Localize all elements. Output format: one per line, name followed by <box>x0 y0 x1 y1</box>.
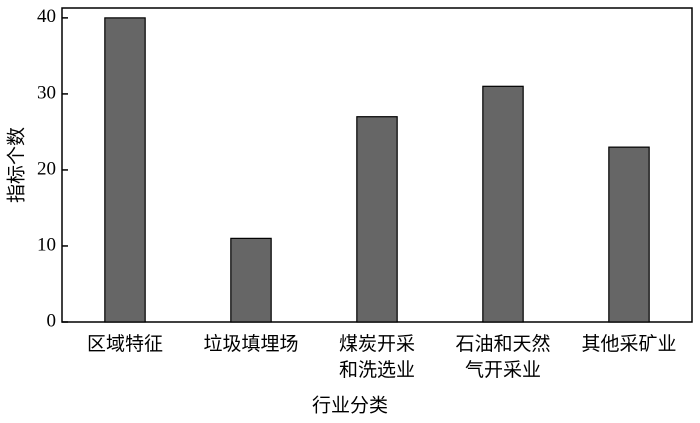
x-tick-label: 石油和天然气开采业 <box>455 333 550 381</box>
bar <box>104 17 146 323</box>
x-tick-label: 区域特征 <box>87 333 163 355</box>
bar <box>482 85 524 323</box>
bar <box>356 116 398 323</box>
bar <box>608 146 650 323</box>
bar <box>230 237 272 323</box>
y-tick-label: 10 <box>37 234 56 255</box>
y-axis-label: 指标个数 <box>5 127 27 203</box>
y-tick-label: 0 <box>47 310 57 331</box>
x-axis-label: 行业分类 <box>312 394 388 416</box>
x-tick-label: 煤炭开采和洗选业 <box>339 333 415 381</box>
y-tick-label: 20 <box>37 158 56 179</box>
x-tick-label: 其他采矿业 <box>581 333 676 355</box>
x-tick-label: 垃圾填埋场 <box>203 333 298 355</box>
y-tick-label: 30 <box>37 82 56 103</box>
y-tick-label: 40 <box>37 6 56 27</box>
